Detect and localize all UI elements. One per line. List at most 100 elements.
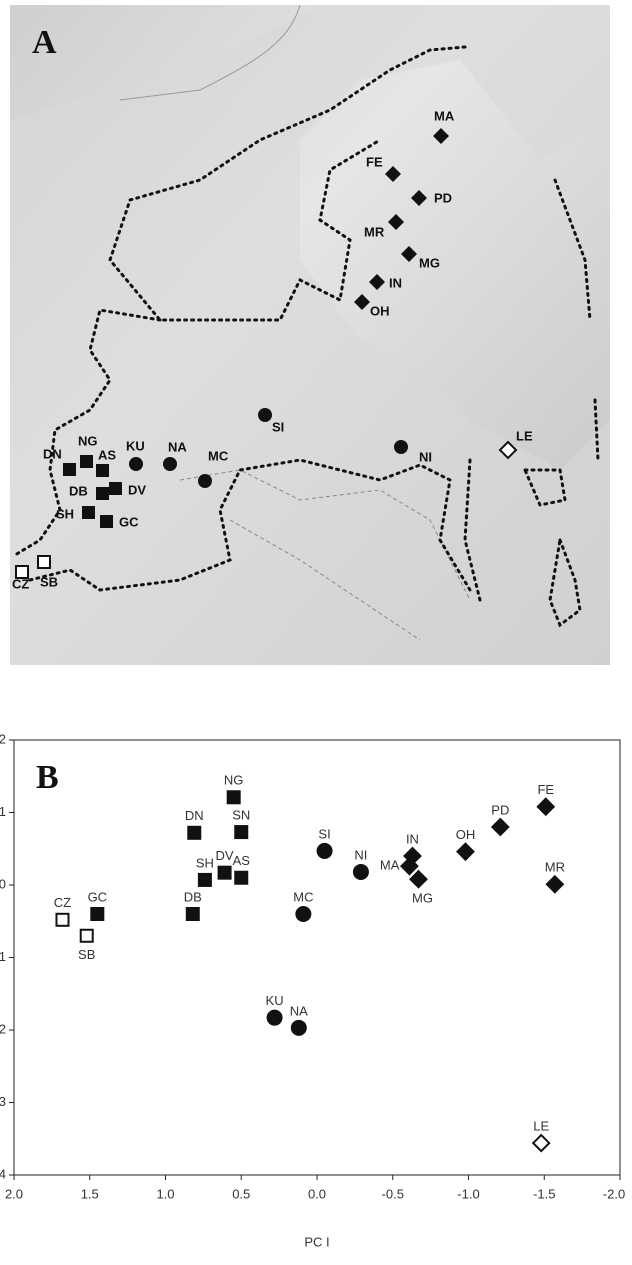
point [187,908,199,920]
y-tick-label: 4 [0,1166,6,1181]
site-label: IN [389,275,402,290]
point [538,799,554,815]
point-label: SI [318,826,330,841]
y-tick-label: 1 [0,949,6,964]
y-tick-label: 3 [0,1094,6,1109]
y-tick-label: 2 [0,731,6,746]
point-label: CZ [54,895,71,910]
x-tick-label: -1.0 [457,1186,479,1201]
point [199,874,211,886]
site-marker [109,482,122,495]
point-label: MA [380,858,400,873]
site-label: SI [272,419,284,434]
point [354,865,368,879]
point [56,914,68,926]
y-tick-label: 2 [0,1021,6,1036]
site-marker [82,506,95,519]
site-marker [163,457,177,471]
site-label: MR [364,224,385,239]
site-marker [129,457,143,471]
map-panel: A MA FE PD MR MG IN OH SI NI LE KU NA MC… [10,5,610,665]
site-label: LE [516,428,533,443]
point-label: NA [290,1003,308,1018]
y-tick-label: 1 [0,804,6,819]
site-label: DN [43,446,62,461]
site-label: PD [434,190,452,205]
x-axis-label: PC I [304,1234,329,1249]
x-tick-label: -1.5 [533,1186,555,1201]
point-label: PD [491,802,509,817]
point-label: NG [224,773,244,788]
site-marker [394,440,408,454]
site-marker [96,487,109,500]
site-label: DV [128,482,146,497]
site-marker [80,455,93,468]
point [235,872,247,884]
site-label: CZ [12,576,29,591]
site-marker [258,408,272,422]
point [235,826,247,838]
point [411,871,427,887]
site-label: AS [98,447,116,462]
panel-label: A [32,24,57,61]
x-tick-label: 0.5 [232,1186,250,1201]
point [318,844,332,858]
point-label: IN [406,831,419,846]
point [296,907,310,921]
site-label: NI [419,449,432,464]
site-label: DB [69,483,88,498]
site-label: SB [40,574,58,589]
x-tick-label: 1.5 [81,1186,99,1201]
point-label: SH [196,855,214,870]
point-label: DV [216,848,234,863]
point-label: LE [533,1119,549,1134]
site-label: FE [366,154,383,169]
site-marker [100,515,113,528]
panel-label: B [36,759,59,796]
site-label: SH [56,506,74,521]
point [533,1135,549,1151]
point [219,867,231,879]
site-label: NG [78,433,98,448]
point [91,908,103,920]
figure: A MA FE PD MR MG IN OH SI NI LE KU NA MC… [0,0,632,1260]
site-marker [38,556,50,568]
site-label: KU [126,438,145,453]
point-label: DB [184,889,202,904]
site-label: MG [419,255,440,270]
x-tick-label: -2.0 [603,1186,625,1201]
point [188,827,200,839]
point-label: GC [88,889,108,904]
point [492,819,508,835]
site-label: NA [168,439,187,454]
plot-frame [14,740,620,1175]
point-label: AS [233,853,251,868]
point-label: SN [232,808,250,823]
x-tick-label: -0.5 [382,1186,404,1201]
site-label: GC [119,514,139,529]
point [268,1011,282,1025]
y-tick-label: 0 [0,876,6,891]
site-marker [198,474,212,488]
point [457,844,473,860]
point-label: SB [78,947,95,962]
site-marker [63,463,76,476]
point-label: FE [537,782,554,797]
x-tick-label: 0.0 [308,1186,326,1201]
point [228,791,240,803]
point-label: KU [266,993,284,1008]
point-label: MR [545,860,565,875]
site-label: OH [370,303,390,318]
site-marker [96,464,109,477]
point [81,930,93,942]
point-label: DN [185,808,204,823]
point-label: OH [456,827,476,842]
site-label: MC [208,448,229,463]
point [292,1021,306,1035]
site-label: MA [434,108,455,123]
point [547,876,563,892]
point-label: MG [412,891,433,906]
x-tick-label: 1.0 [156,1186,174,1201]
point-label: MC [293,889,313,904]
x-tick-label: 2.0 [5,1186,23,1201]
